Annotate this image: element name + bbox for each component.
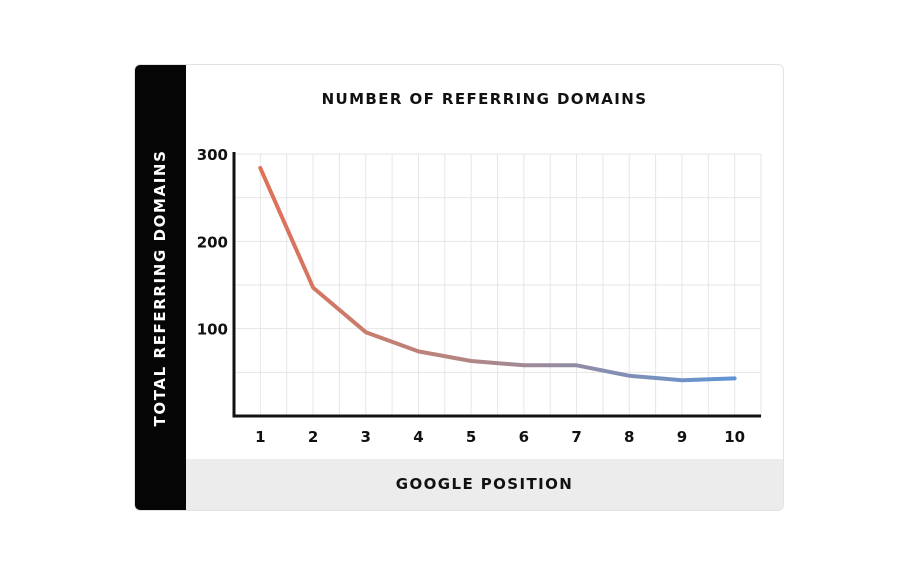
data-point [627,374,631,378]
y-axis-label-bar: TOTAL REFERRING DOMAINS [135,65,186,510]
x-tick-label: 1 [255,428,265,446]
data-point [733,376,737,380]
data-point [522,363,526,367]
x-tick-label: 5 [466,428,476,446]
x-tick-label: 8 [624,428,634,446]
data-point [416,349,420,353]
data-point [575,363,579,367]
data-point [311,286,315,290]
chart-title: NUMBER OF REFERRING DOMAINS [321,90,648,108]
x-tick-label: 7 [571,428,581,446]
line-chart: 100 200 300 1 2 3 4 5 6 7 8 9 10 [197,146,762,446]
x-tick-label: 9 [677,428,687,446]
x-tick-label: 2 [308,428,318,446]
data-point [364,330,368,334]
y-tick-label: 200 [197,233,228,251]
data-point [469,359,473,363]
x-tick-label: 10 [724,428,745,446]
x-tick-label: 3 [361,428,371,446]
x-axis-label-bar: GOOGLE POSITION [186,459,783,510]
x-tick-label: 4 [413,428,423,446]
chart-card: TOTAL REFERRING DOMAINS NUMBER OF REFERR… [134,64,784,511]
x-axis-label: GOOGLE POSITION [395,475,574,493]
series-line [258,166,737,383]
data-point [258,166,262,170]
x-tick-label: 6 [519,428,529,446]
y-tick-label: 100 [197,321,228,339]
data-point [680,378,684,382]
y-tick-label: 300 [197,146,228,164]
